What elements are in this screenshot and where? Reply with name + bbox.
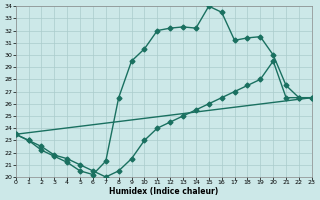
X-axis label: Humidex (Indice chaleur): Humidex (Indice chaleur) <box>109 187 218 196</box>
